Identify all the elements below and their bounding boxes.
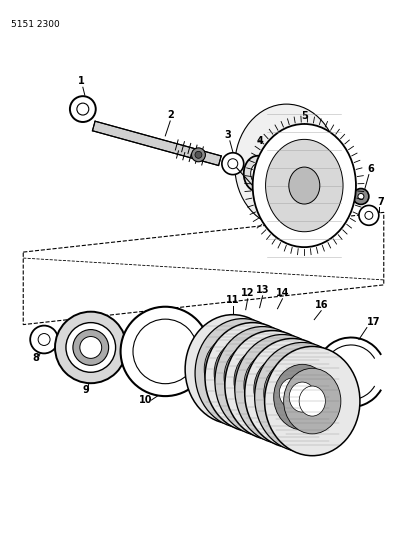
Ellipse shape bbox=[274, 365, 331, 430]
Ellipse shape bbox=[269, 374, 295, 404]
Ellipse shape bbox=[249, 366, 276, 396]
Text: 12: 12 bbox=[241, 288, 255, 298]
Ellipse shape bbox=[244, 352, 301, 418]
Ellipse shape bbox=[133, 319, 197, 384]
Ellipse shape bbox=[244, 156, 272, 191]
Ellipse shape bbox=[289, 382, 315, 412]
Ellipse shape bbox=[73, 329, 109, 365]
Ellipse shape bbox=[253, 124, 356, 247]
Ellipse shape bbox=[214, 341, 271, 406]
Text: 7: 7 bbox=[377, 197, 384, 207]
Text: 13: 13 bbox=[256, 285, 269, 295]
Text: 16: 16 bbox=[315, 300, 328, 310]
Text: 4: 4 bbox=[256, 136, 263, 146]
Ellipse shape bbox=[239, 362, 266, 392]
Ellipse shape bbox=[254, 357, 311, 422]
Ellipse shape bbox=[225, 330, 320, 440]
Ellipse shape bbox=[205, 322, 300, 432]
Polygon shape bbox=[93, 121, 221, 166]
Ellipse shape bbox=[299, 386, 325, 416]
Ellipse shape bbox=[264, 360, 321, 426]
Ellipse shape bbox=[279, 378, 306, 408]
Text: 1: 1 bbox=[78, 76, 84, 86]
Ellipse shape bbox=[215, 327, 310, 436]
Ellipse shape bbox=[185, 314, 280, 424]
Ellipse shape bbox=[77, 103, 89, 115]
Ellipse shape bbox=[266, 139, 343, 232]
Ellipse shape bbox=[220, 354, 246, 384]
Text: 2: 2 bbox=[167, 110, 174, 120]
Ellipse shape bbox=[38, 334, 50, 345]
Text: 5: 5 bbox=[301, 111, 308, 121]
Ellipse shape bbox=[284, 368, 341, 434]
Ellipse shape bbox=[121, 306, 210, 396]
Text: 15: 15 bbox=[248, 421, 262, 431]
Text: 5151 2300: 5151 2300 bbox=[11, 20, 60, 29]
Text: 14: 14 bbox=[276, 288, 289, 298]
Ellipse shape bbox=[70, 96, 96, 122]
Ellipse shape bbox=[251, 164, 264, 183]
Ellipse shape bbox=[358, 193, 364, 199]
Ellipse shape bbox=[66, 322, 115, 372]
Text: 10: 10 bbox=[139, 395, 152, 405]
Ellipse shape bbox=[195, 151, 202, 158]
Text: 6: 6 bbox=[368, 164, 374, 174]
Ellipse shape bbox=[30, 326, 58, 353]
Ellipse shape bbox=[204, 336, 262, 402]
Ellipse shape bbox=[230, 358, 256, 388]
Ellipse shape bbox=[353, 189, 369, 205]
Ellipse shape bbox=[224, 344, 281, 410]
Ellipse shape bbox=[80, 336, 102, 358]
Text: 9: 9 bbox=[82, 385, 89, 395]
Text: 17: 17 bbox=[367, 317, 381, 327]
Ellipse shape bbox=[222, 153, 244, 175]
Ellipse shape bbox=[235, 335, 330, 444]
Ellipse shape bbox=[289, 167, 320, 204]
Ellipse shape bbox=[264, 346, 360, 456]
Ellipse shape bbox=[365, 212, 373, 219]
Ellipse shape bbox=[234, 349, 291, 414]
Text: 11: 11 bbox=[226, 295, 239, 305]
Ellipse shape bbox=[259, 370, 286, 400]
Ellipse shape bbox=[55, 312, 126, 383]
Ellipse shape bbox=[359, 205, 379, 225]
Text: 8: 8 bbox=[33, 353, 40, 364]
Ellipse shape bbox=[228, 159, 238, 168]
Ellipse shape bbox=[245, 338, 340, 448]
Text: 3: 3 bbox=[224, 130, 231, 140]
Ellipse shape bbox=[195, 319, 290, 428]
Ellipse shape bbox=[235, 104, 338, 227]
Ellipse shape bbox=[191, 148, 205, 162]
Ellipse shape bbox=[255, 343, 350, 452]
